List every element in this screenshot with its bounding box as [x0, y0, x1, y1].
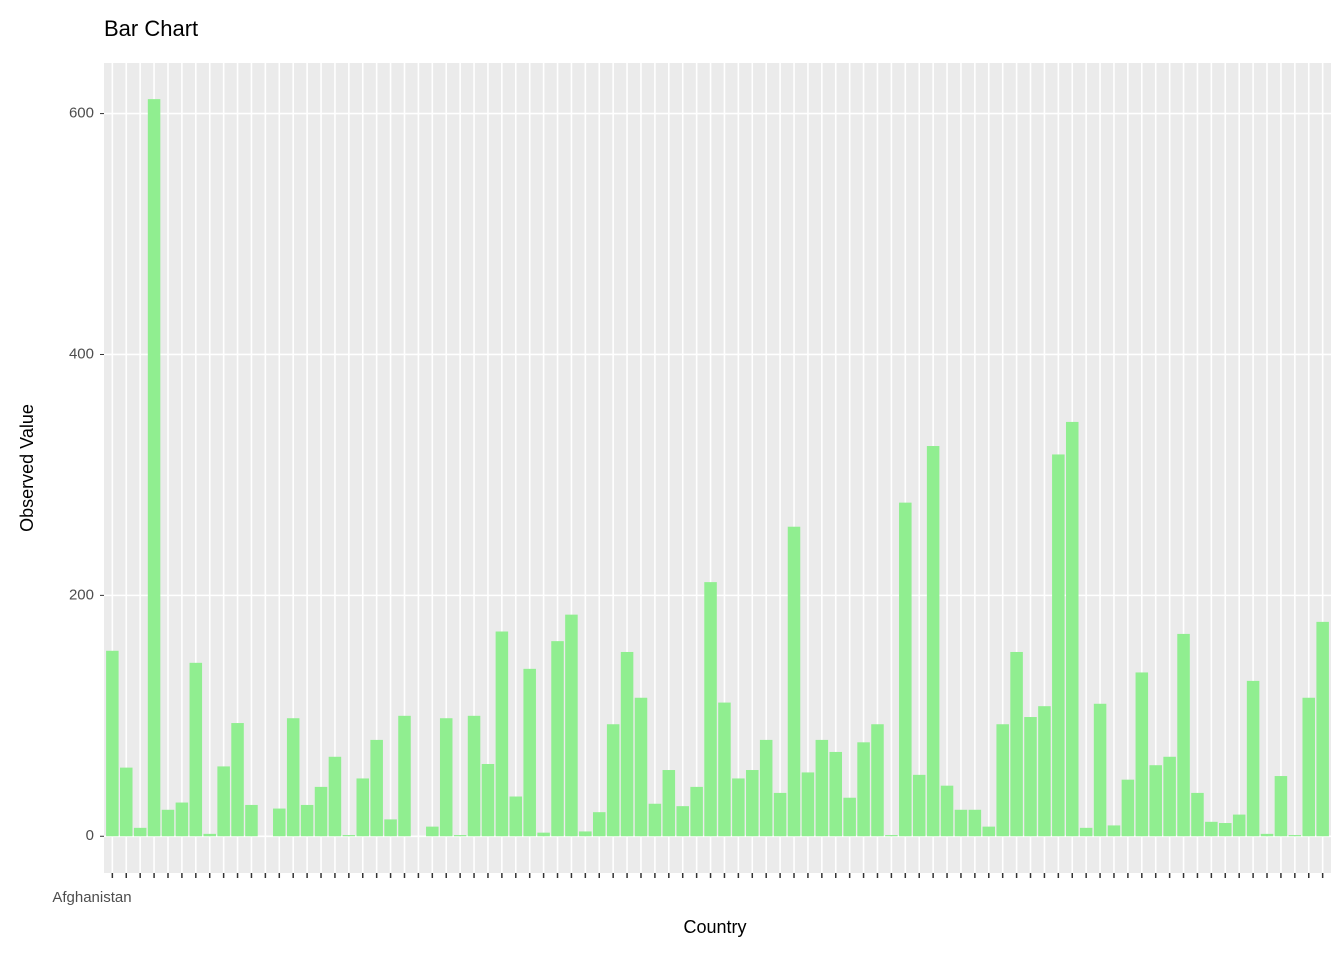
bar: [328, 756, 342, 837]
bar: [1177, 633, 1190, 837]
bar: [565, 614, 578, 837]
bar: [704, 582, 717, 837]
bar: [342, 835, 356, 837]
bar: [801, 772, 815, 837]
bar: [1038, 706, 1051, 837]
bar: [718, 702, 731, 837]
bar: [954, 809, 968, 837]
x-axis-label: Country: [683, 917, 746, 937]
bar: [787, 526, 801, 837]
bar: [314, 786, 328, 837]
bar: [982, 826, 996, 837]
bar: [926, 446, 940, 837]
bar: [1302, 697, 1316, 837]
bar: [648, 803, 662, 837]
bar: [968, 809, 982, 837]
bar: [217, 766, 230, 837]
bar: [300, 804, 314, 837]
bar: [245, 804, 258, 837]
bar: [746, 770, 759, 837]
bar: [161, 809, 175, 837]
bar: [1288, 835, 1302, 837]
bar: [592, 812, 606, 837]
bar: [690, 786, 703, 837]
bar: [175, 802, 189, 837]
bar: [509, 796, 523, 837]
bar: [495, 631, 509, 837]
bar: [189, 662, 203, 837]
bar: [1149, 765, 1162, 837]
bar: [899, 502, 912, 837]
bar: [203, 833, 216, 837]
bar: [1219, 823, 1232, 837]
bar: [481, 763, 495, 837]
bar: [1024, 717, 1037, 837]
y-axis-label: Observed Value: [17, 404, 37, 532]
bar: [384, 819, 397, 837]
bar: [231, 723, 244, 837]
bar: [857, 742, 870, 837]
y-tick-label: 0: [86, 827, 94, 844]
bar: [885, 835, 898, 837]
bar: [1135, 672, 1149, 837]
bar: [426, 826, 439, 837]
bar: [843, 797, 856, 837]
bar: [273, 808, 286, 837]
bar: [467, 715, 481, 837]
panel: [104, 63, 1331, 873]
bar: [537, 832, 550, 837]
bar: [1316, 621, 1329, 837]
bar: [551, 641, 564, 837]
bar: [676, 806, 689, 837]
bar: [398, 715, 411, 837]
y-tick-label: 600: [69, 105, 94, 122]
bar: [523, 668, 536, 837]
y-tick-label: 400: [69, 345, 94, 362]
bar: [996, 724, 1009, 837]
bar: [579, 831, 592, 837]
bar: [1246, 680, 1260, 837]
bar: [829, 751, 843, 837]
bar: [620, 651, 634, 837]
bar: [1191, 792, 1204, 837]
bar: [1010, 651, 1023, 837]
bar: [286, 718, 300, 837]
bar: [106, 650, 119, 837]
bar: [1052, 454, 1065, 837]
bar: [732, 778, 745, 837]
bar: [1163, 756, 1176, 837]
chart-title: Bar Chart: [104, 16, 198, 41]
bar: [634, 697, 648, 837]
bar: [1079, 827, 1093, 837]
bar: [370, 739, 383, 837]
bar: [1065, 421, 1079, 837]
bar: [662, 770, 676, 837]
bar: [912, 774, 926, 837]
bar: [119, 767, 133, 837]
bar: [1107, 825, 1121, 837]
bar: [940, 785, 954, 837]
bar: [1274, 776, 1288, 837]
bar: [1121, 779, 1135, 837]
bar: [1205, 821, 1218, 837]
bar: [773, 792, 787, 837]
bar: [453, 835, 467, 837]
y-tick-label: 200: [69, 586, 94, 603]
bar: [871, 724, 884, 837]
bar: [356, 778, 370, 837]
bar: [1093, 703, 1107, 837]
bar: [1260, 833, 1274, 837]
bar: [1232, 814, 1246, 837]
x-tick-label: Afghanistan: [52, 889, 131, 906]
bar: [133, 827, 147, 837]
bar: [815, 739, 829, 837]
bar: [606, 724, 620, 837]
bar: [147, 99, 161, 837]
bar: [439, 718, 453, 837]
bar: [759, 739, 773, 837]
